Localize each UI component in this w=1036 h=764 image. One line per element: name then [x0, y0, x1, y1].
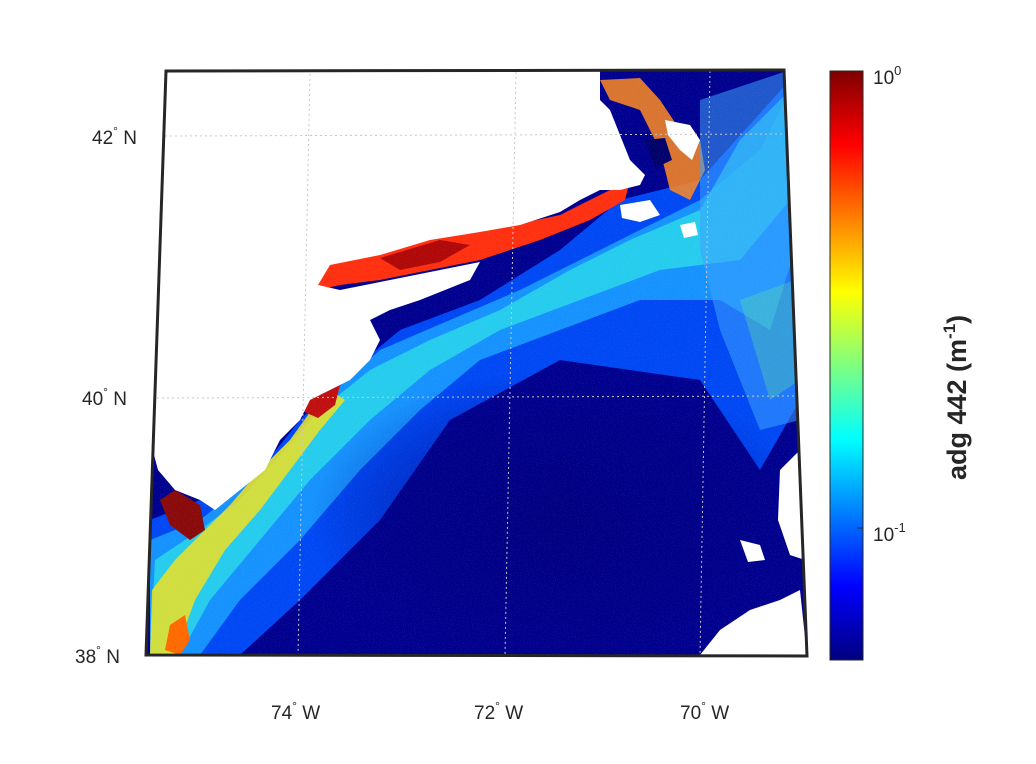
map-frame — [144, 68, 809, 658]
longitude-labels: 74° W 72° W 70° W — [271, 699, 729, 724]
lat-label: 38° N — [75, 643, 120, 668]
colorbar-tick-label: 100 — [873, 63, 901, 89]
gridline-lat-42 — [164, 133, 789, 137]
ocean-imagery — [146, 70, 807, 656]
lon-label: 74° W — [271, 699, 320, 724]
colorbar-title: adg 442 (m-1) — [940, 315, 972, 480]
gridline-lat-40 — [156, 395, 798, 399]
lon-label: 72° W — [474, 699, 523, 724]
colorbar-gradient — [829, 70, 864, 661]
lat-label: 42° N — [92, 124, 137, 149]
gridline-lon-72 — [504, 71, 517, 657]
map-panel — [144, 68, 809, 658]
colorbar-tick-label: 10-1 — [873, 520, 906, 546]
lon-label: 70° W — [680, 699, 729, 724]
lat-label: 40° N — [82, 385, 127, 410]
latitude-labels: 42° N 40° N 38° N — [75, 124, 137, 668]
graticule — [156, 70, 798, 657]
colorbar: 100 10-1 adg 442 (m-1) — [829, 63, 972, 661]
gridline-lon-74 — [297, 73, 311, 656]
